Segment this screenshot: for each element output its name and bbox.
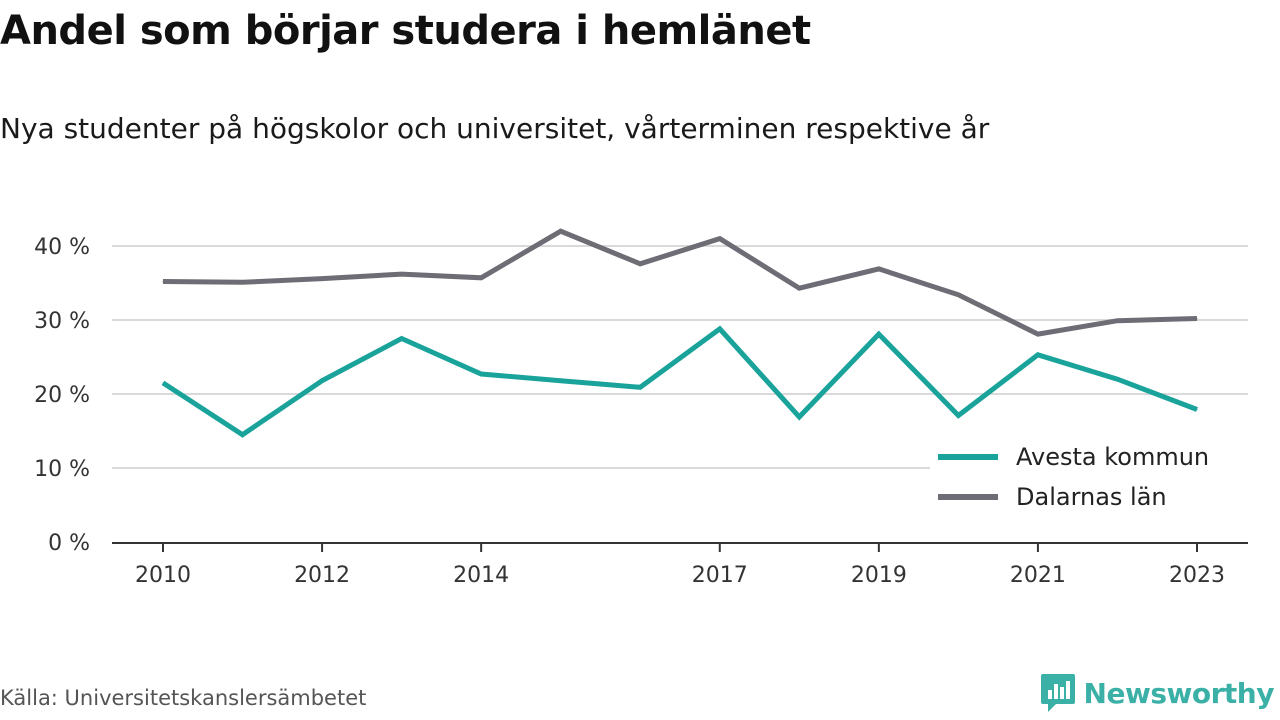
- data-point: [1037, 333, 1039, 335]
- data-point: [162, 382, 164, 384]
- y-tick-label: 10 %: [34, 457, 90, 482]
- x-tick-label: 2010: [135, 563, 191, 588]
- data-point: [560, 380, 562, 382]
- data-point: [878, 333, 880, 335]
- x-axis-tick-labels: 2010 2012 2014 2017 2019 2021 2023: [135, 563, 1225, 588]
- data-point: [1196, 409, 1198, 411]
- legend: Avesta kommun Dalarnas län: [930, 434, 1248, 524]
- x-tick-label: 2019: [851, 563, 907, 588]
- data-point: [242, 281, 244, 283]
- series-line-dalarna: [162, 228, 1198, 337]
- x-tick-label: 2012: [294, 563, 350, 588]
- data-point: [480, 373, 482, 375]
- data-point: [639, 386, 641, 388]
- x-axis: [112, 542, 1248, 552]
- data-point: [321, 380, 323, 382]
- data-point: [878, 268, 880, 270]
- data-point: [719, 238, 721, 240]
- data-point: [1116, 378, 1118, 380]
- y-axis-tick-labels: 0 % 10 % 20 % 30 % 40 %: [34, 235, 90, 556]
- source-note: Källa: Universitetskanslersämbetet: [0, 686, 367, 710]
- data-point: [639, 263, 641, 265]
- newsworthy-icon: [1040, 674, 1075, 712]
- data-point: [957, 414, 959, 416]
- series-line-avesta: [161, 325, 1198, 438]
- data-point: [321, 278, 323, 280]
- data-point: [719, 328, 721, 330]
- legend-background: [930, 434, 1248, 524]
- data-point: [401, 338, 403, 339]
- brand-name: Newsworthy: [1083, 676, 1275, 710]
- data-point: [560, 230, 562, 232]
- y-tick-label: 30 %: [34, 309, 90, 334]
- chart-subtitle: Nya studenter på högskolor och universit…: [0, 112, 990, 145]
- legend-label-avesta: Avesta kommun: [1016, 443, 1209, 471]
- y-tick-label: 0 %: [48, 531, 90, 556]
- data-point: [957, 294, 959, 296]
- data-point: [1196, 318, 1198, 320]
- data-point: [1037, 354, 1039, 356]
- legend-label-dalarna: Dalarnas län: [1016, 483, 1167, 511]
- data-point: [401, 273, 403, 275]
- data-point: [798, 287, 800, 289]
- y-tick-label: 40 %: [34, 235, 90, 260]
- data-point: [1116, 320, 1118, 322]
- data-point: [242, 434, 244, 436]
- series-lines: [161, 228, 1198, 438]
- y-tick-label: 20 %: [34, 383, 90, 408]
- brand-logo: Newsworthy: [1040, 672, 1275, 714]
- data-point: [162, 281, 164, 283]
- chart-title: Andel som börjar studera i hemlänet: [0, 8, 811, 54]
- data-point: [480, 277, 482, 279]
- x-tick-label: 2023: [1169, 563, 1225, 588]
- x-tick-label: 2014: [453, 563, 509, 588]
- x-tick-label: 2017: [692, 563, 748, 588]
- x-tick-label: 2021: [1010, 563, 1066, 588]
- data-point: [798, 416, 800, 418]
